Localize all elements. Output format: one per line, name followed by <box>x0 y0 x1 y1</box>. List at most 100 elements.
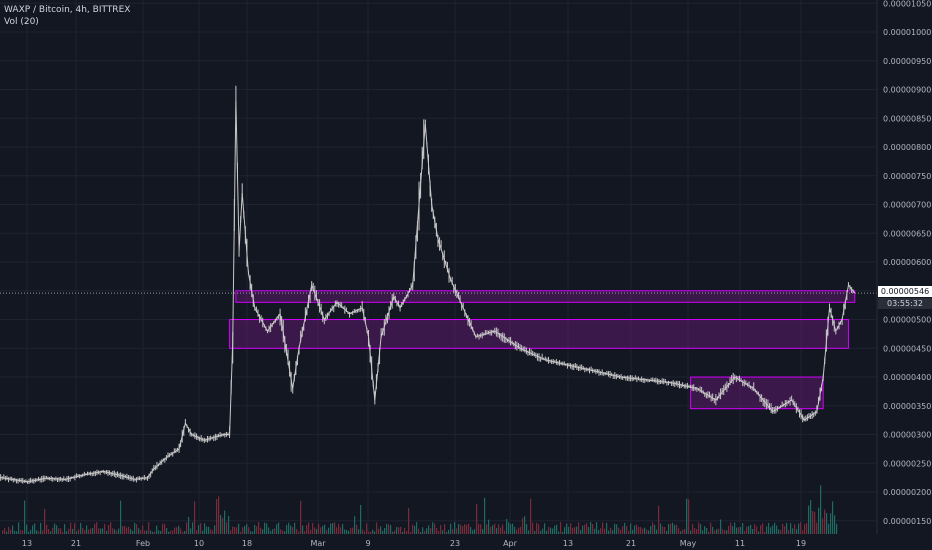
volume-bar <box>214 525 216 534</box>
symbol-title[interactable]: WAXP / Bitcoin, 4h, BITTREX <box>4 5 131 15</box>
price-tick-label: 0.00000350 <box>883 402 931 411</box>
volume-bar <box>826 512 828 534</box>
volume-bar <box>114 529 116 534</box>
volume-bar <box>18 522 20 534</box>
volume-bar <box>732 526 734 534</box>
volume-bar <box>190 528 192 534</box>
volume-bar <box>532 522 534 534</box>
time-tick-label: 11 <box>735 539 745 548</box>
volume-bar <box>578 522 580 534</box>
volume-bar <box>196 530 198 534</box>
volume-bar <box>132 530 134 534</box>
volume-bar <box>540 530 542 534</box>
volume-bar <box>210 529 212 534</box>
volume-bar <box>744 530 746 534</box>
volume-bar <box>142 525 144 534</box>
volume-bar <box>112 528 114 534</box>
volume-bar <box>528 530 530 534</box>
volume-bar <box>150 530 152 534</box>
volume-bar <box>174 527 176 534</box>
volume-bar <box>678 528 680 534</box>
volume-bar <box>508 522 510 534</box>
volume-indicator-label[interactable]: Vol (20) <box>4 17 39 27</box>
volume-bar <box>550 527 552 534</box>
zone-rectangle <box>235 290 856 303</box>
volume-bar <box>440 524 442 534</box>
volume-bar <box>522 518 524 534</box>
volume-bar <box>278 522 280 534</box>
time-axis[interactable]: 13 21 Feb 10 18 Mar 9 23 Apr 13 21 May 11 19 <box>22 539 806 548</box>
price-tick-label: 0.00000500 <box>883 316 931 325</box>
volume-bar <box>30 530 32 534</box>
volume-bar <box>280 529 282 534</box>
volume-bar <box>84 530 86 534</box>
volume-bar <box>106 530 108 534</box>
volume-bar <box>396 527 398 534</box>
zone-rectangles[interactable] <box>229 290 856 410</box>
volume-bar <box>338 523 340 534</box>
volume-bar <box>226 522 228 534</box>
volume-bar <box>774 522 776 534</box>
volume-bar <box>446 531 448 534</box>
volume-bar <box>32 525 34 534</box>
volume-bar <box>146 530 148 534</box>
volume-bar <box>704 526 706 534</box>
volume-bar <box>266 523 268 534</box>
volume-bar <box>482 529 484 534</box>
price-tick-label: 0.00001050 <box>883 0 931 8</box>
volume-bar <box>364 531 366 534</box>
volume-bar <box>466 524 468 534</box>
volume-bar <box>370 531 372 534</box>
volume-bar <box>834 515 836 534</box>
volume-bar <box>164 524 166 534</box>
volume-bar <box>342 523 344 534</box>
volume-bar <box>764 531 766 534</box>
volume-bar <box>456 528 458 534</box>
volume-bar <box>684 529 686 534</box>
volume-bar <box>260 527 262 534</box>
time-tick-label: 21 <box>71 539 81 548</box>
price-line <box>0 100 856 483</box>
volume-bar <box>360 504 362 534</box>
volume-bar <box>598 530 600 534</box>
volume-bar <box>726 530 728 534</box>
volume-bar <box>320 527 322 534</box>
volume-bar <box>138 528 140 534</box>
volume-bar <box>10 529 12 534</box>
volume-bar <box>494 523 496 534</box>
volume-bar <box>676 524 678 534</box>
volume-bar <box>618 527 620 534</box>
volume-bar <box>362 529 364 534</box>
volume-bar <box>292 526 294 534</box>
volume-bar <box>352 527 354 534</box>
volume-bar <box>624 522 626 534</box>
volume-bar <box>452 529 454 534</box>
volume-bar <box>284 531 286 534</box>
volume-bar <box>454 522 456 534</box>
volume-bar <box>780 530 782 534</box>
volume-bar <box>434 523 436 534</box>
volume-bar <box>630 523 632 534</box>
volume-bar <box>432 522 434 534</box>
volume-bar <box>372 529 374 534</box>
volume-bar <box>610 527 612 534</box>
volume-bar <box>510 523 512 534</box>
volume-bar <box>336 527 338 534</box>
volume-bar <box>558 531 560 534</box>
grid-lines <box>0 0 877 534</box>
volume-bar <box>796 529 798 534</box>
volume-bar <box>152 531 154 534</box>
price-tick-label: 0.00000150 <box>883 517 931 526</box>
volume-bar <box>650 526 652 534</box>
volume-bar <box>642 528 644 534</box>
price-tick-label: 0.00000600 <box>883 258 931 267</box>
volume-bar <box>640 527 642 534</box>
volume-bar <box>792 528 794 534</box>
volume-bar <box>776 525 778 534</box>
volume-bar <box>324 524 326 534</box>
volume-bar <box>402 531 404 534</box>
volume-bar <box>652 522 654 534</box>
volume-bar <box>462 525 464 534</box>
volume-bar <box>268 527 270 534</box>
